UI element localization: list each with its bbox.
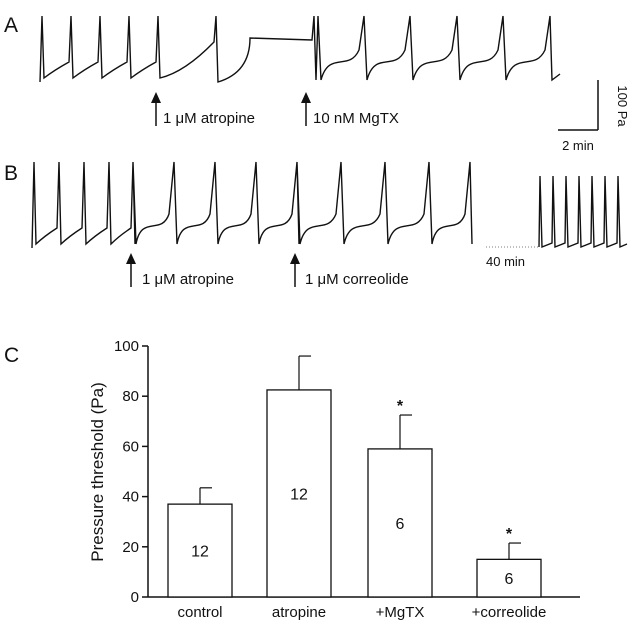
x-category-label: +MgTX (376, 604, 425, 621)
panel-a-atropine-label: 1 μM atropine (163, 110, 255, 127)
n-label: 12 (191, 544, 209, 561)
x-category-label: +correolide (472, 604, 547, 621)
x-category-label: control (177, 604, 222, 621)
panel-a-mgtx-arrow (301, 92, 311, 126)
panel-b-inset-trace (538, 175, 628, 249)
x-category-label: atropine (272, 604, 326, 621)
bar-chart: 0 20 40 60 80 100 12 control 12 atropine 6 +MgTX * 6 +… (114, 338, 580, 621)
n-label: 6 (396, 516, 405, 533)
n-label: 12 (290, 486, 308, 503)
n-label: 6 (505, 571, 514, 588)
panel-b-correolide-arrow (290, 253, 300, 287)
panel-b-correolide-label: 1 μM correolide (305, 271, 409, 288)
y-tick-label: 40 (122, 489, 139, 506)
panel-b-inset-time-label: 40 min (486, 254, 525, 269)
y-tick-label: 80 (122, 388, 139, 405)
panel-b-pressure-trace (31, 161, 473, 249)
y-tick-label: 0 (131, 589, 139, 606)
panel-b-letter: B (4, 162, 18, 185)
panel-a-atropine-arrow (151, 92, 161, 126)
panel-a-pressure-trace (39, 15, 561, 83)
significance-marker: * (397, 398, 404, 415)
panel-b-atropine-arrow (126, 253, 136, 287)
scale-bar-pressure-label: 100 Pa (615, 85, 630, 127)
bar-atropine (266, 389, 332, 598)
y-axis-label: Pressure threshold (Pa) (88, 382, 107, 562)
panel-c-letter: C (4, 344, 19, 367)
bar-mgtx (367, 448, 433, 598)
y-tick-label: 20 (122, 539, 139, 556)
scale-bar (558, 80, 599, 131)
panel-a-letter: A (4, 14, 18, 37)
panel-b-atropine-label: 1 μM atropine (142, 271, 234, 288)
scale-bar-time-label: 2 min (562, 138, 594, 153)
bar-control (167, 503, 233, 598)
panel-a-mgtx-label: 10 nM MgTX (313, 110, 399, 127)
bar-correolide (476, 558, 542, 598)
y-tick-label: 100 (114, 338, 139, 355)
significance-marker: * (506, 526, 513, 543)
y-tick-label: 60 (122, 438, 139, 455)
